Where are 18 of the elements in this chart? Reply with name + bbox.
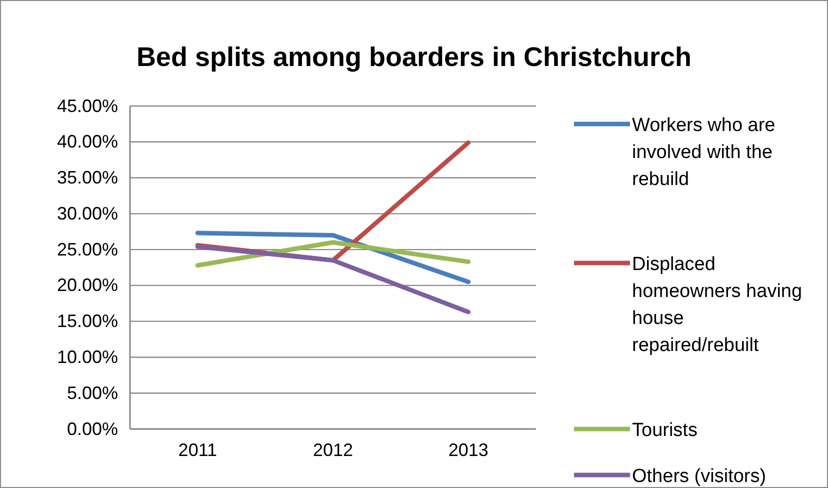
- x-tick-label: 2011: [178, 440, 218, 460]
- y-tick-label: 35.00%: [56, 168, 118, 188]
- legend-label: Displaced homeowners having house repaired/rebuilt: [632, 254, 802, 356]
- x-tick-label: 2012: [312, 440, 354, 460]
- legend-label: Tourists: [632, 420, 698, 441]
- y-tick-label: 45.00%: [56, 96, 118, 116]
- y-tick-label: 20.00%: [56, 275, 118, 296]
- y-tick-label: 10.00%: [56, 346, 118, 367]
- y-tick-label: 40.00%: [56, 132, 118, 152]
- legend-label: Others (visitors): [632, 466, 766, 487]
- y-tick-label: 25.00%: [56, 239, 118, 260]
- y-tick-label: 5.00%: [66, 382, 118, 403]
- y-tick-label: 15.00%: [56, 311, 118, 332]
- legend-label: Workers who are involved with the rebuild: [632, 115, 776, 190]
- y-tick-label: 30.00%: [56, 203, 118, 224]
- x-tick-label: 2013: [448, 440, 488, 460]
- y-tick-label: 0.00%: [66, 418, 118, 439]
- chart-title: Bed splits among boarders in Christchurch: [136, 42, 692, 72]
